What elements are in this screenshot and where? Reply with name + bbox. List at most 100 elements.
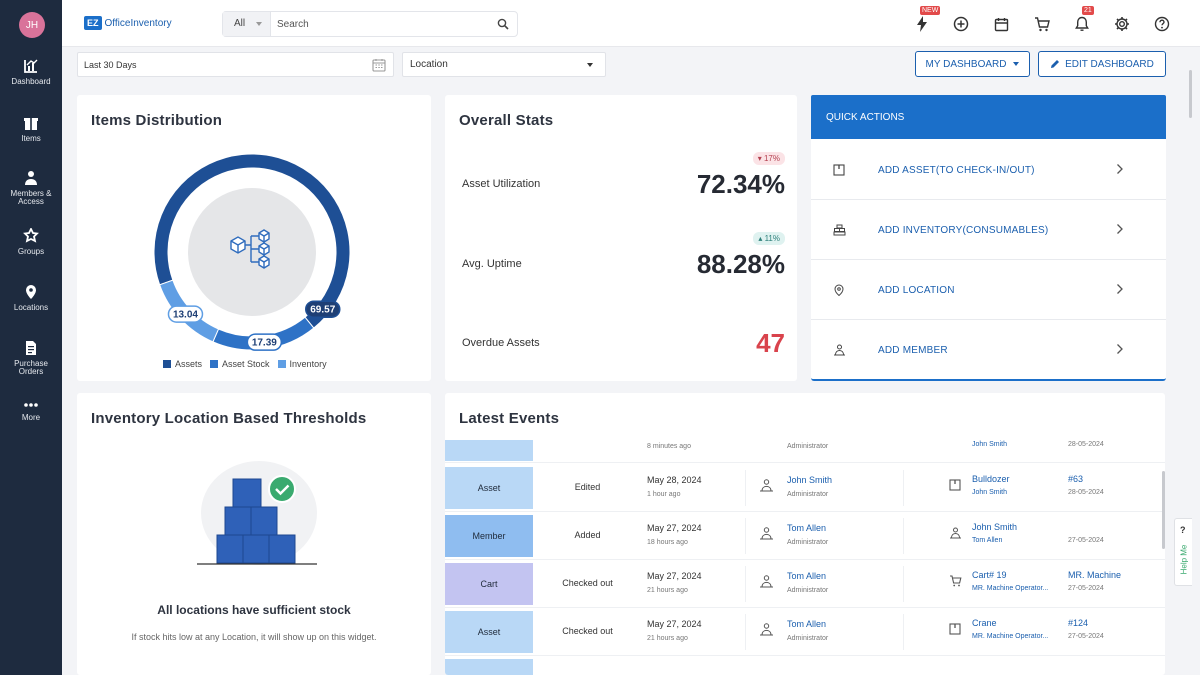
- event-type-badge[interactable]: Asset: [445, 611, 533, 653]
- items-distribution-donut-chart: 69.57 17.39 13.04: [153, 153, 351, 351]
- event-type-cell: [445, 440, 533, 461]
- sidebar-item-label: Items: [21, 134, 41, 143]
- help-me-tab[interactable]: ? Help Me: [1174, 518, 1192, 586]
- event-user-link[interactable]: Tom Allen: [787, 523, 827, 533]
- gear-icon: [1115, 17, 1129, 31]
- help-button[interactable]: [1152, 14, 1172, 34]
- sidebar-item-groups[interactable]: Groups: [0, 228, 62, 256]
- groups-icon: [23, 228, 39, 243]
- sidebar-item-members[interactable]: Members & Access: [0, 170, 62, 206]
- column-divider: [745, 470, 746, 506]
- event-date: May 27, 2024: [647, 619, 702, 629]
- quick-action-add-location[interactable]: ADD LOCATION: [811, 260, 1166, 320]
- calendar-button[interactable]: [991, 14, 1011, 34]
- stat-value-utilization: 72.34%: [696, 169, 785, 199]
- sidebar-item-locations[interactable]: Locations: [0, 284, 62, 312]
- search-icon[interactable]: [497, 18, 509, 30]
- quick-action-add-inventory[interactable]: ADD INVENTORY(CONSUMABLES): [811, 200, 1166, 260]
- quick-action-add-asset[interactable]: ADD ASSET(TO CHECK-IN/OUT): [811, 140, 1166, 200]
- event-row-partial[interactable]: [445, 656, 1165, 675]
- event-row[interactable]: Cart Checked out May 27, 2024 21 hours ago T…: [445, 560, 1165, 608]
- member-icon: [949, 526, 962, 544]
- event-item-link[interactable]: John Smith: [972, 522, 1018, 532]
- event-user-link[interactable]: Tom Allen: [787, 619, 827, 629]
- event-time-ago: 1 hour ago: [647, 491, 681, 498]
- column-divider: [903, 518, 904, 554]
- sidebar-item-dashboard[interactable]: Dashboard: [0, 58, 62, 86]
- events-scrollbar[interactable]: [1162, 471, 1165, 549]
- event-item-ref[interactable]: #124: [1068, 618, 1089, 628]
- event-item-owner[interactable]: Tom Allen: [972, 537, 1003, 544]
- event-user-link[interactable]: Tom Allen: [787, 571, 827, 581]
- event-item-date: 27-05-2024: [1068, 585, 1104, 592]
- sidebar: JH Dashboard Items Members & Access Grou…: [0, 0, 62, 675]
- event-action: Added: [574, 530, 601, 540]
- chevron-down-icon: [587, 63, 593, 67]
- notification-count-badge: 21: [1082, 6, 1094, 15]
- event-type-badge[interactable]: Cart: [445, 563, 533, 605]
- sidebar-item-label-2: Orders: [18, 367, 44, 376]
- user-icon: [759, 623, 774, 641]
- logo-mark: EZ: [84, 16, 102, 30]
- event-item-owner: John Smith: [972, 441, 1008, 448]
- event-item-owner[interactable]: MR. Machine Operator...: [972, 633, 1049, 640]
- event-row[interactable]: Member Added May 27, 2024 18 hours ago Tom A…: [445, 512, 1165, 560]
- event-item-ref[interactable]: #63: [1068, 474, 1084, 484]
- event-type-cell: [445, 659, 533, 675]
- edit-dashboard-button[interactable]: EDIT DASHBOARD: [1038, 51, 1166, 77]
- my-dashboard-button[interactable]: MY DASHBOARD: [915, 51, 1030, 77]
- stat-label-utilization: Asset Utilization: [462, 178, 541, 190]
- event-time-ago: 21 hours ago: [647, 587, 688, 594]
- column-divider: [903, 470, 904, 506]
- event-item-owner[interactable]: John Smith: [972, 489, 1008, 496]
- sidebar-item-more[interactable]: More: [0, 400, 62, 422]
- notifications-button[interactable]: 21: [1072, 6, 1094, 34]
- event-item-link[interactable]: Cart# 19: [972, 570, 1007, 580]
- event-row-partial[interactable]: 8 minutes ago Administrator John Smith 2…: [445, 440, 1165, 463]
- events-list: 8 minutes ago Administrator John Smith 2…: [445, 440, 1165, 675]
- event-item-link[interactable]: Crane: [972, 618, 997, 628]
- settings-button[interactable]: [1112, 14, 1132, 34]
- quick-action-add-member[interactable]: ADD MEMBER: [811, 320, 1166, 380]
- stacked-boxes-illustration: [197, 461, 317, 565]
- event-item-ref[interactable]: MR. Machine: [1068, 570, 1122, 580]
- page-scrollbar[interactable]: [1189, 70, 1192, 118]
- donut-value-label: 69.57: [305, 300, 341, 318]
- member-icon: [834, 344, 845, 356]
- stat-label-overdue: Overdue Assets: [462, 337, 540, 349]
- calendar-icon[interactable]: [372, 58, 386, 72]
- event-date: May 28, 2024: [647, 475, 702, 485]
- chevron-down-icon: [256, 22, 262, 26]
- donut-value-label: 17.39: [246, 333, 283, 351]
- sidebar-item-items[interactable]: Items: [0, 115, 62, 143]
- event-row[interactable]: Asset Edited May 28, 2024 1 hour ago John Sm…: [445, 464, 1165, 512]
- uptime-change-badge: ▴ 11%: [753, 232, 785, 245]
- event-row[interactable]: Asset Checked out May 27, 2024 21 hours ago…: [445, 608, 1165, 656]
- search-scope-select[interactable]: All: [223, 12, 271, 36]
- location-pin-icon: [834, 284, 844, 296]
- user-icon: [759, 575, 774, 593]
- sidebar-item-purchase-orders[interactable]: Purchase Orders: [0, 340, 62, 376]
- overall-stats-card: Overall Stats ▾ 17% Asset Utilization 72…: [445, 95, 797, 381]
- legend-item-inventory: Inventory: [277, 359, 327, 369]
- event-user-link[interactable]: John Smith: [787, 475, 833, 485]
- stat-value-overdue[interactable]: 47: [756, 328, 785, 358]
- event-type-badge[interactable]: Member: [445, 515, 533, 557]
- date-range-filter[interactable]: Last 30 Days: [77, 52, 394, 77]
- thresholds-card: Inventory Location Based Thresholds All …: [77, 393, 431, 675]
- event-action: Checked out: [562, 578, 613, 588]
- event-type-badge[interactable]: Asset: [445, 467, 533, 509]
- svg-text:69.57: 69.57: [310, 305, 335, 316]
- avatar[interactable]: JH: [19, 12, 45, 38]
- quick-action-bolt-button[interactable]: NEW: [912, 6, 941, 34]
- cart-button[interactable]: [1032, 14, 1052, 34]
- event-item-owner[interactable]: MR. Machine Operator...: [972, 585, 1049, 592]
- top-bar: EZ OfficeInventory All NEW 21: [62, 0, 1200, 47]
- add-button[interactable]: [951, 14, 971, 34]
- app-logo[interactable]: EZ OfficeInventory: [84, 16, 172, 30]
- location-filter-select[interactable]: Location: [402, 52, 606, 77]
- event-item-link[interactable]: Bulldozer: [972, 474, 1010, 484]
- search-input[interactable]: [275, 14, 485, 34]
- event-date: May 27, 2024: [647, 571, 702, 581]
- sidebar-item-label: Dashboard: [11, 77, 51, 86]
